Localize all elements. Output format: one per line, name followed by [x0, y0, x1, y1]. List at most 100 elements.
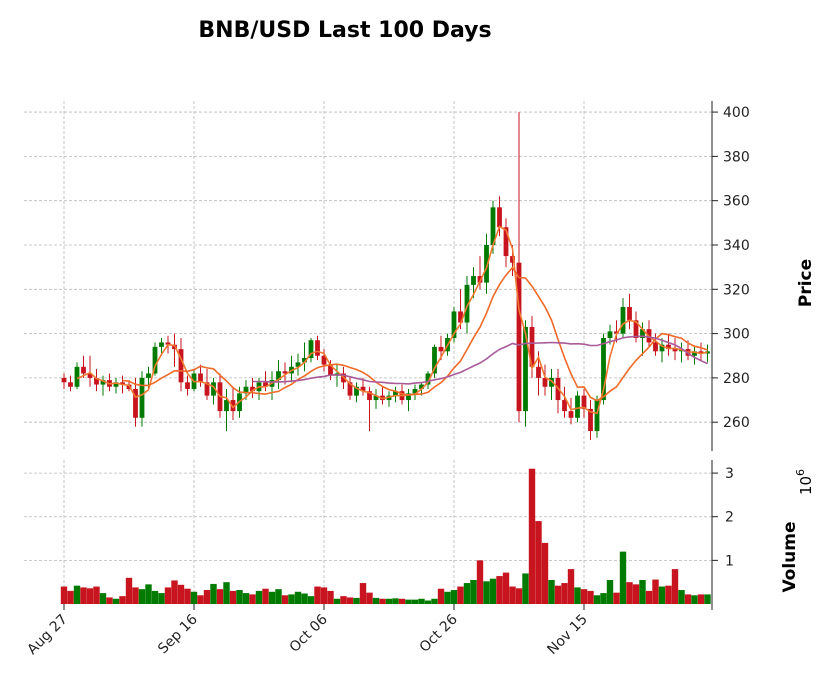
volume-bar: [223, 582, 230, 604]
candle-body: [263, 382, 268, 387]
volume-bar: [158, 593, 165, 604]
moving-average-lines: [76, 225, 708, 415]
candle-body: [516, 262, 522, 412]
candle-body: [146, 373, 151, 378]
candle-body: [490, 207, 496, 245]
volume-bar: [119, 596, 126, 604]
candle-body: [471, 276, 476, 285]
candle-body: [393, 391, 398, 396]
candle-body: [152, 346, 158, 374]
candle-body: [633, 320, 639, 339]
volume-bar: [483, 581, 490, 604]
volume-bar: [580, 589, 588, 604]
candle-body: [282, 371, 288, 374]
candle-body: [562, 400, 567, 412]
volume-bar: [431, 598, 438, 604]
volume-bar: [509, 586, 516, 604]
candle-body: [575, 395, 580, 418]
price-tick-label: 340: [723, 238, 750, 254]
volume-bar: [106, 597, 113, 604]
volume-bar: [307, 596, 315, 604]
volume-bar: [372, 597, 380, 604]
volume-bar: [340, 596, 347, 604]
x-tick-label: Aug 27: [24, 612, 70, 658]
price-tick-label: 320: [723, 282, 750, 298]
volume-bar: [359, 583, 367, 604]
candle-body: [666, 344, 671, 350]
x-tick-label: Sep 16: [155, 611, 201, 657]
volume-bar: [93, 586, 100, 604]
candle-body: [692, 351, 697, 356]
volume-bar: [171, 580, 178, 604]
volume-bar: [301, 593, 308, 604]
volume-bar: [392, 598, 399, 604]
volume-bar: [678, 590, 685, 604]
volume-bar: [112, 598, 120, 604]
candle-body: [659, 344, 665, 352]
candle-body: [653, 342, 658, 352]
candle-body: [165, 342, 171, 345]
volume-bar: [197, 595, 204, 604]
volume-bar: [314, 586, 321, 604]
candle-body: [100, 380, 106, 385]
candle-body: [250, 386, 255, 392]
candle-body: [542, 377, 548, 387]
candle-body: [438, 346, 444, 352]
volume-bar: [398, 598, 406, 604]
volume-bar: [574, 587, 581, 604]
volume-bar: [411, 599, 419, 604]
volume-bar: [697, 594, 705, 604]
volume-bar: [691, 595, 698, 604]
volume-bar: [262, 588, 269, 604]
volume-bar: [164, 587, 172, 604]
candle-body: [477, 276, 483, 283]
volume-bar: [288, 594, 295, 604]
volume-bar: [385, 598, 393, 604]
volume-bar: [73, 585, 81, 604]
candle-body: [581, 395, 587, 409]
volume-bar: [528, 468, 536, 604]
candle-body: [61, 377, 67, 383]
candle-body: [87, 373, 93, 378]
volume-bar: [294, 591, 302, 604]
candle-body: [425, 373, 431, 385]
volume-bar: [268, 591, 276, 604]
volume-bar: [437, 588, 445, 604]
volume-bar: [333, 598, 341, 604]
volume-bar: [567, 569, 575, 604]
candle-body: [360, 386, 366, 392]
volume-bar: [249, 594, 256, 604]
candle-body: [224, 400, 229, 412]
candle-body: [243, 386, 249, 394]
volume-bar: [346, 597, 354, 604]
volume-axis-label: Volume: [780, 521, 800, 592]
volume-bar: [496, 576, 503, 604]
volume-bar: [470, 580, 477, 604]
candle-body: [588, 408, 593, 432]
candle-body: [458, 311, 463, 323]
volume-bar: [626, 582, 633, 604]
volume-bar: [184, 588, 191, 604]
candle-body: [484, 244, 489, 283]
volume-bar: [80, 587, 87, 604]
candle-body: [302, 357, 307, 363]
volume-bar: [242, 593, 250, 604]
volume-bar: [515, 588, 523, 604]
volume-bar: [613, 592, 620, 604]
volume-bar: [379, 598, 386, 604]
price-tick-label: 260: [723, 415, 750, 431]
chart-title: BNB/USD Last 100 Days: [198, 18, 491, 43]
volume-bar: [86, 588, 94, 604]
candle-body: [308, 340, 314, 358]
candle-body: [367, 391, 372, 401]
moving-average-line: [76, 225, 708, 415]
candle-body: [451, 311, 457, 339]
volume-bar: [684, 594, 692, 604]
volume-bar: [418, 598, 425, 604]
candle-body: [672, 349, 678, 352]
volume-bar: [561, 583, 568, 604]
volume-bar: [541, 542, 549, 604]
candle-body: [412, 388, 418, 394]
moving-average-line: [122, 266, 708, 402]
